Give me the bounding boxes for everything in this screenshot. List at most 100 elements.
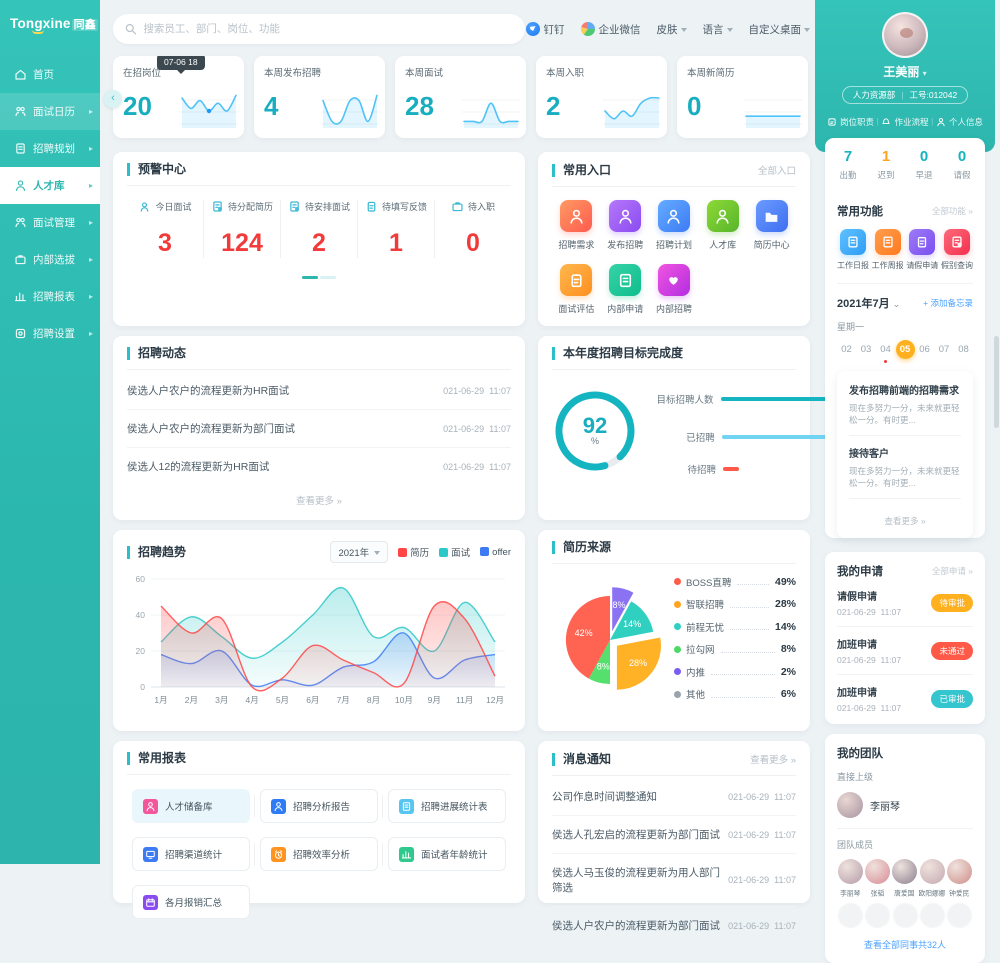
calendar-day-02[interactable]: 02	[841, 344, 852, 355]
source-legend-内推[interactable]: 内推 2%	[674, 665, 796, 679]
function-工作日报[interactable]: 工作日报	[837, 229, 869, 271]
memo-title: 接待客户	[849, 449, 889, 460]
calendar-day-07[interactable]: 07	[938, 344, 950, 355]
source-legend-智联招聘[interactable]: 智联招聘 28%	[674, 597, 796, 611]
profile-link-个人信息[interactable]: 个人信息	[936, 116, 983, 128]
entry-招聘计划[interactable]: 招聘计划	[650, 200, 699, 251]
global-search[interactable]	[113, 14, 525, 44]
stat-card-本周面试[interactable]: 本周面试 28	[395, 56, 526, 138]
alert-item-今日面试[interactable]: 今日面试 3	[127, 200, 204, 258]
source-legend-BOSS直聘[interactable]: BOSS直聘 49%	[674, 575, 796, 589]
sidebar-item-招聘规划[interactable]: 招聘规划 ▸	[0, 130, 100, 167]
all-entries-link[interactable]: 全部入口	[757, 166, 796, 177]
entry-发布招聘[interactable]: 发布招聘	[601, 200, 650, 251]
report-button-招聘效率分析[interactable]: 招聘效率分析	[259, 837, 378, 871]
report-button-招聘分析报告[interactable]: 招聘分析报告	[259, 789, 378, 823]
top-menu-皮肤[interactable]: 皮肤	[657, 22, 687, 37]
dynamics-item[interactable]: 侯选人户农户的流程更新为部门面试 021-06-29 11:07	[127, 410, 511, 448]
legend-面试[interactable]: 面试	[439, 545, 470, 559]
all-functions-link[interactable]: 全部功能 »	[931, 206, 973, 216]
notice-item[interactable]: 公司作息时间调整通知 021-06-29 11:07	[552, 778, 796, 816]
team-leader[interactable]: 李丽琴	[837, 792, 973, 829]
view-all-colleagues-link[interactable]: 查看全部同事共32人	[863, 940, 946, 950]
alert-item-待入职[interactable]: 待入职 0	[435, 200, 511, 258]
calendar-day-05[interactable]: 05	[895, 340, 915, 359]
application-item[interactable]: 加班申请 021-06-29 11:07 已审批	[837, 675, 973, 722]
carousel-prev-button[interactable]: ‹	[104, 90, 122, 108]
alert-item-待安排面试[interactable]: 待安排面试 2	[281, 200, 358, 258]
source-legend-前程无忧[interactable]: 前程无忧 14%	[674, 620, 796, 634]
avatar[interactable]	[882, 12, 928, 58]
legend-offer[interactable]: offer	[480, 546, 511, 558]
sidebar-item-面试管理[interactable]: 面试管理 ▸	[0, 204, 100, 241]
legend-简历[interactable]: 简历	[398, 545, 429, 559]
sidebar-item-招聘报表[interactable]: 招聘报表 ▸	[0, 278, 100, 315]
report-button-面试者年龄统计[interactable]: 面试者年龄统计	[387, 837, 506, 871]
memo-see-more-link[interactable]: 查看更多 »	[884, 516, 926, 526]
report-button-招聘进展统计表[interactable]: 招聘进展统计表	[387, 789, 506, 823]
function-假别查询[interactable]: 假别查询	[941, 229, 973, 271]
stat-card-本周发布招聘[interactable]: 本周发布招聘 4	[254, 56, 385, 138]
function-工作周报[interactable]: 工作周报	[872, 229, 904, 271]
profile-name[interactable]: 王美丽	[883, 65, 920, 79]
application-item[interactable]: 请假申请 021-06-29 11:07 待审批	[837, 579, 973, 627]
alert-item-待填写反馈[interactable]: 待填写反馈 1	[358, 200, 435, 258]
calendar-day-06[interactable]: 06	[919, 344, 930, 355]
calendar-day-03[interactable]: 03	[860, 344, 872, 355]
year-select[interactable]: 2021年	[330, 541, 389, 563]
dynamics-see-more-link[interactable]: 查看更多 »	[296, 496, 342, 507]
calendar-month[interactable]: 2021年7月 ⌄	[837, 298, 901, 310]
search-input[interactable]	[143, 23, 513, 35]
alert-item-待分配简历[interactable]: 待分配简历 124	[204, 200, 281, 258]
calendar-day-04[interactable]: 04	[876, 340, 895, 363]
entry-内部招聘[interactable]: 内部招聘	[650, 264, 699, 315]
memo-item[interactable]: 接待客户 现在多努力一分，未来就更轻松一分。有时更...	[849, 445, 961, 499]
svg-text:8月: 8月	[367, 695, 380, 705]
team-member-张韬[interactable]: 张韬	[864, 859, 891, 899]
pin-钉钉[interactable]: 钉钉	[525, 22, 565, 37]
sidebar-item-首页[interactable]: 首页	[0, 56, 100, 93]
sidebar-item-招聘设置[interactable]: 招聘设置 ▸	[0, 315, 100, 352]
calendar-day-08[interactable]: 08	[958, 344, 969, 355]
sidebar-item-内部选拔[interactable]: 内部选拔 ▸	[0, 241, 100, 278]
stat-card-在招岗位[interactable]: 在招岗位 20 07-06 18	[113, 56, 244, 138]
top-menu-语言[interactable]: 语言	[703, 22, 733, 37]
entry-招聘需求[interactable]: 招聘需求	[552, 200, 601, 251]
application-item[interactable]: 加班申请 021-06-29 11:07 未通过	[837, 627, 973, 675]
report-button-人才储备库[interactable]: 人才储备库	[131, 789, 250, 823]
team-member-钟爱民[interactable]: 钟爱民	[946, 859, 973, 899]
sidebar-item-人才库[interactable]: 人才库 ▸	[0, 167, 100, 204]
dynamics-item[interactable]: 侯选人户农户的流程更新为HR面试 021-06-29 11:07	[127, 372, 511, 410]
profile-caret-icon[interactable]: ▾	[922, 69, 927, 78]
stat-card-本周新简历[interactable]: 本周新简历 0	[677, 56, 808, 138]
stat-card-本周入职[interactable]: 本周入职 2	[536, 56, 667, 138]
top-menu-自定义桌面[interactable]: 自定义桌面	[749, 22, 810, 37]
pin-企业微信[interactable]: 企业微信	[580, 22, 641, 37]
team-member-唐爱国[interactable]: 唐爱国	[891, 859, 918, 899]
alert-pager[interactable]	[127, 276, 511, 279]
entry-简历中心[interactable]: 简历中心	[747, 200, 796, 251]
team-member-李丽琴[interactable]: 李丽琴	[837, 859, 864, 899]
add-memo-link[interactable]: + 添加备忘录	[923, 298, 973, 308]
notices-see-more-link[interactable]: 查看更多 »	[750, 755, 796, 766]
entry-人才库[interactable]: 人才库	[698, 200, 747, 251]
all-applications-link[interactable]: 全部申请 »	[931, 566, 973, 576]
profile-link-作业流程[interactable]: 作业流程	[881, 116, 929, 128]
report-button-各月报销汇总[interactable]: 各月报销汇总	[131, 885, 250, 919]
entry-内部申请[interactable]: 内部申请	[601, 264, 650, 315]
notice-item[interactable]: 侯选人马玉俊的流程更新为用人部门筛选 021-06-29 11:07	[552, 854, 796, 907]
notice-item[interactable]: 侯选人孔宏启的流程更新为部门面试 021-06-29 11:07	[552, 816, 796, 854]
notice-item[interactable]: 侯选人户农户的流程更新为部门面试 021-06-29 11:07	[552, 907, 796, 944]
memo-item[interactable]: 发布招聘前端的招聘需求 现在多努力一分，未来就更轻松一分。有时更...	[849, 382, 961, 436]
page-scrollbar[interactable]	[994, 336, 999, 428]
team-member-欧阳娜娜[interactable]: 欧阳娜娜	[918, 859, 946, 899]
function-请假申请[interactable]: 请假申请	[906, 229, 938, 271]
source-legend-拉勾网[interactable]: 拉勾网 8%	[674, 642, 796, 656]
source-legend-其他[interactable]: 其他 6%	[674, 687, 796, 701]
brand-logo: Tongxine 同鑫	[0, 0, 100, 48]
report-button-招聘渠道统计[interactable]: 招聘渠道统计	[131, 837, 250, 871]
profile-link-岗位职责[interactable]: 岗位职责	[827, 116, 874, 128]
sidebar-item-面试日历[interactable]: 面试日历 ▸	[0, 93, 100, 130]
entry-面试评估[interactable]: 面试评估	[552, 264, 601, 315]
dynamics-item[interactable]: 侯选人12的流程更新为HR面试 021-06-29 11:07	[127, 448, 511, 485]
